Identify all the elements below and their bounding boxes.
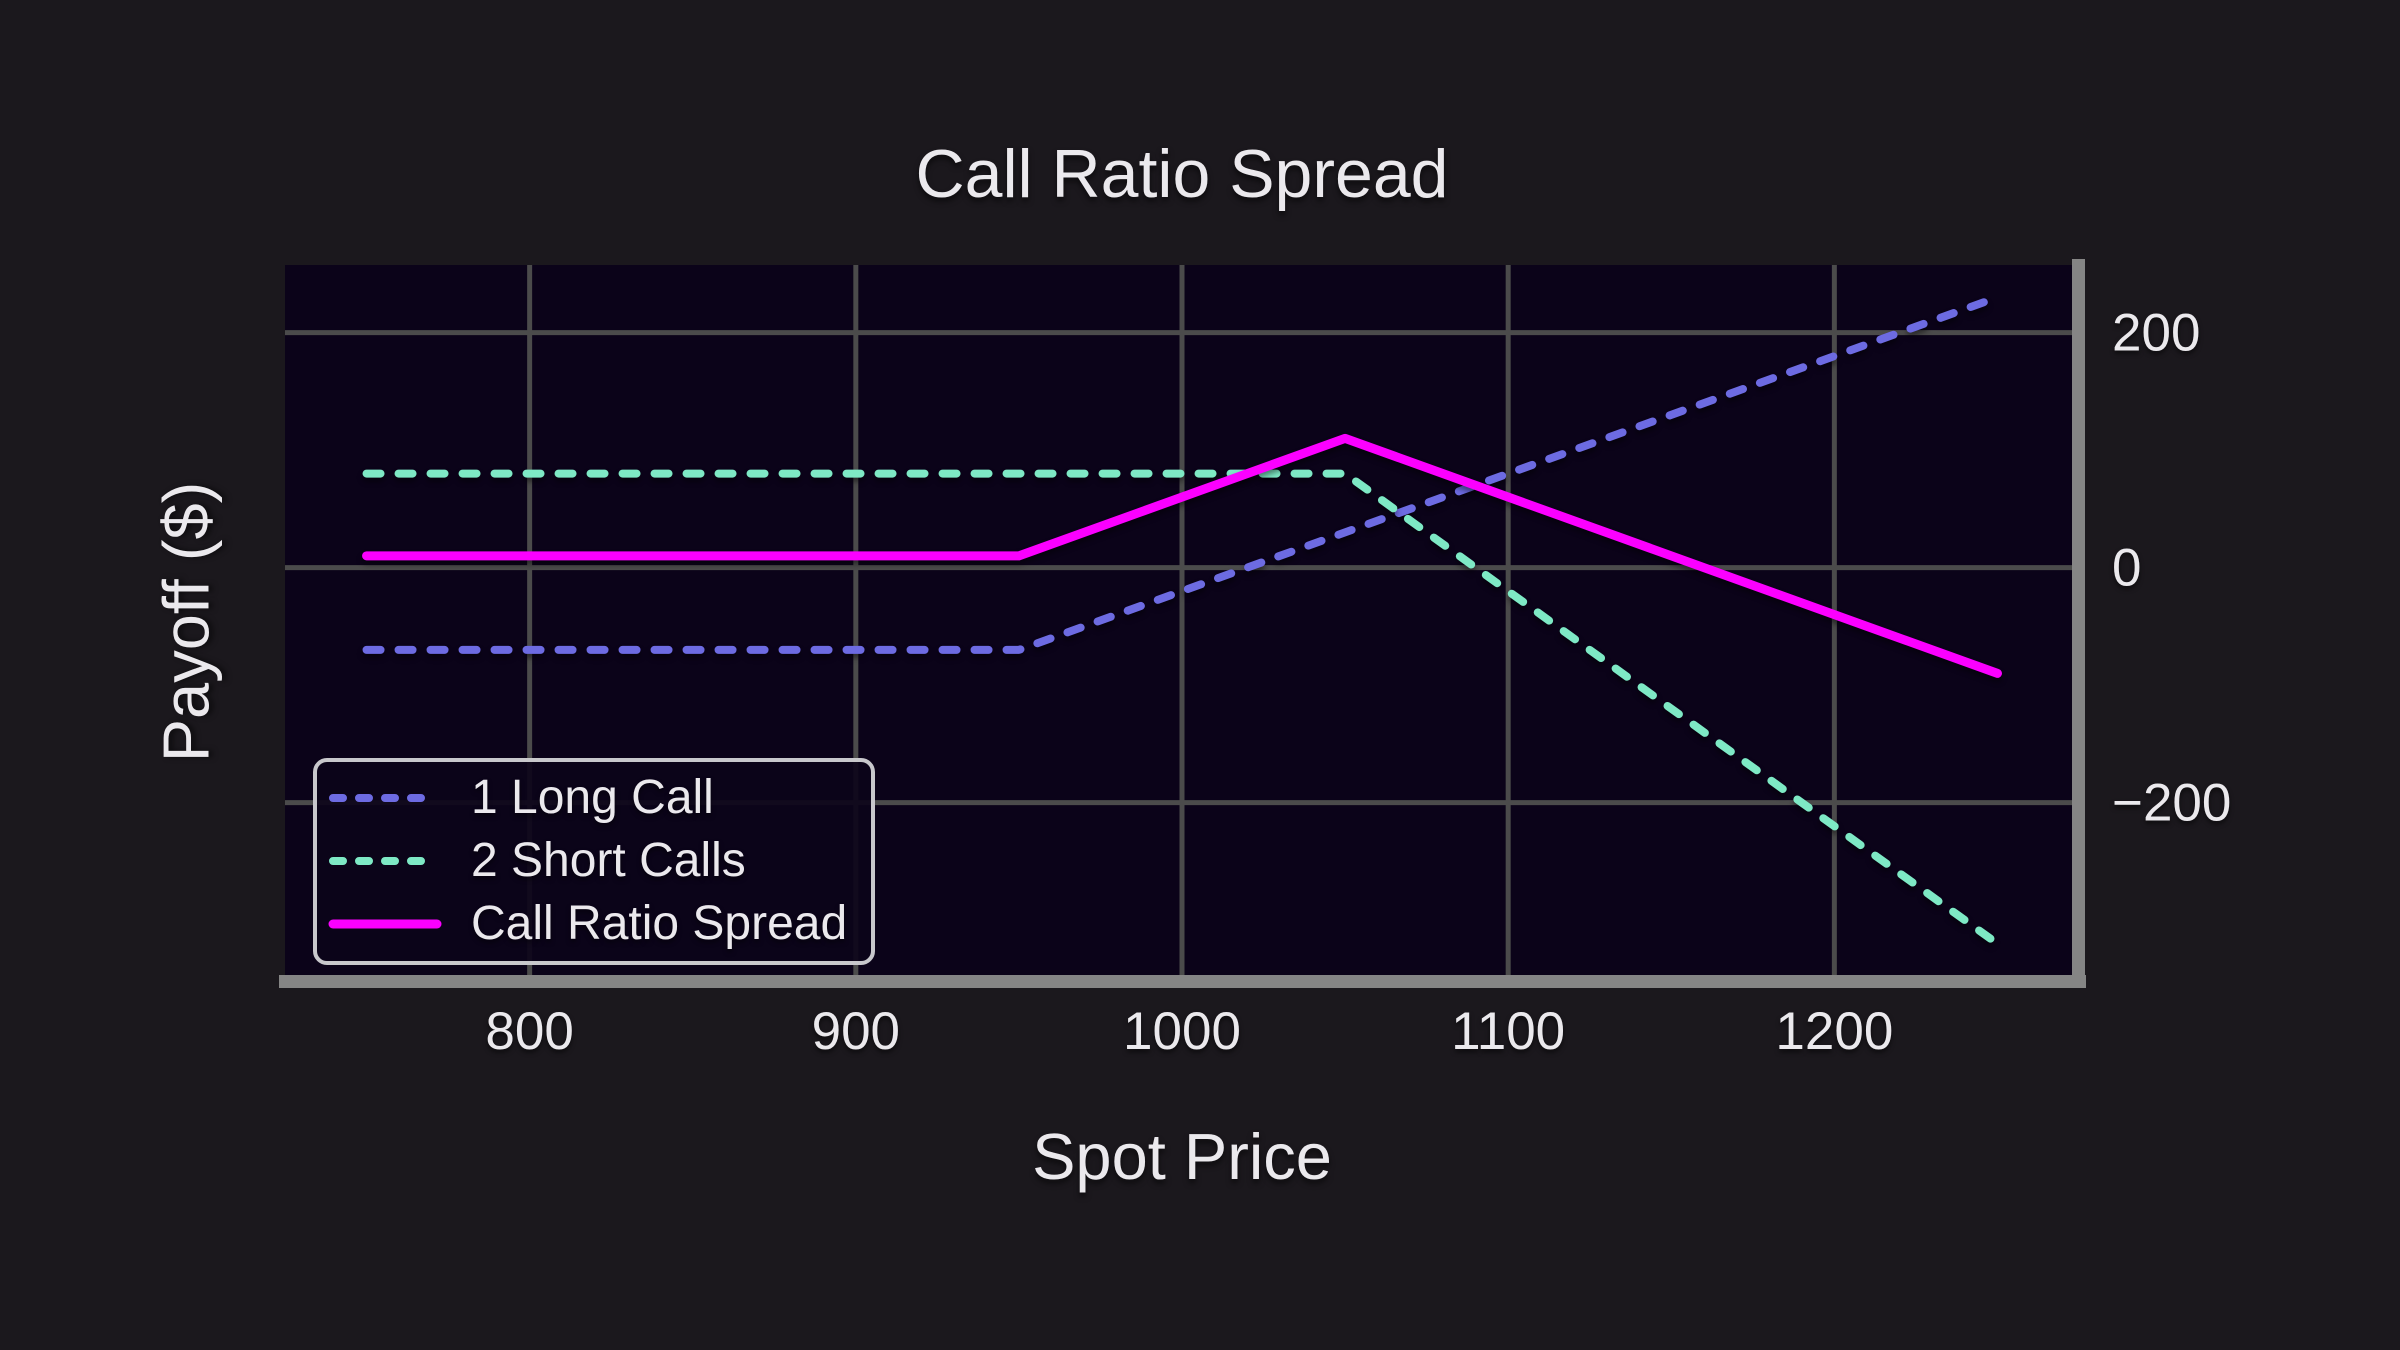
legend-item-long-call: 1 Long Call bbox=[327, 766, 847, 829]
right-spine bbox=[2072, 259, 2085, 988]
x-tick-label-1000: 1000 bbox=[1123, 1002, 1241, 1061]
x-tick-label-800: 800 bbox=[485, 1002, 574, 1061]
long-call-line bbox=[362, 293, 2002, 654]
chart-title: Call Ratio Spread bbox=[915, 136, 1449, 212]
y-tick-label-0: 0 bbox=[2112, 538, 2142, 598]
spread-swatch-icon bbox=[328, 919, 442, 928]
x-tick-label-900: 900 bbox=[811, 1002, 901, 1061]
legend-label-long-call: 1 Long Call bbox=[471, 770, 714, 824]
series-layer bbox=[362, 293, 2002, 948]
x-tick-label-1200: 1200 bbox=[1775, 1002, 1894, 1061]
legend-label-short-calls: 2 Short Calls bbox=[471, 833, 746, 887]
legend-item-short-calls: 2 Short Calls bbox=[327, 829, 847, 892]
y-tick-label-200: 200 bbox=[2112, 303, 2201, 363]
spread-line bbox=[362, 433, 2002, 678]
legend-label-spread: Call Ratio Spread bbox=[471, 896, 848, 950]
legend: 1 Long Call 2 Short Calls Call Ratio Spr… bbox=[313, 758, 876, 965]
short-calls-line bbox=[362, 469, 2002, 948]
bottom-spine bbox=[279, 975, 2086, 988]
legend-item-spread: Call Ratio Spread bbox=[327, 892, 847, 955]
axis-spines-layer bbox=[279, 259, 2086, 988]
y-axis-label: Payoff ($) bbox=[149, 481, 223, 763]
long-call-swatch-icon bbox=[329, 793, 441, 802]
x-tick-label-1100: 1100 bbox=[1451, 1002, 1566, 1061]
short-calls-swatch-icon bbox=[329, 856, 441, 865]
x-axis-label: Spot Price bbox=[1032, 1120, 1332, 1193]
y-tick-label-−200: −200 bbox=[2112, 773, 2232, 833]
